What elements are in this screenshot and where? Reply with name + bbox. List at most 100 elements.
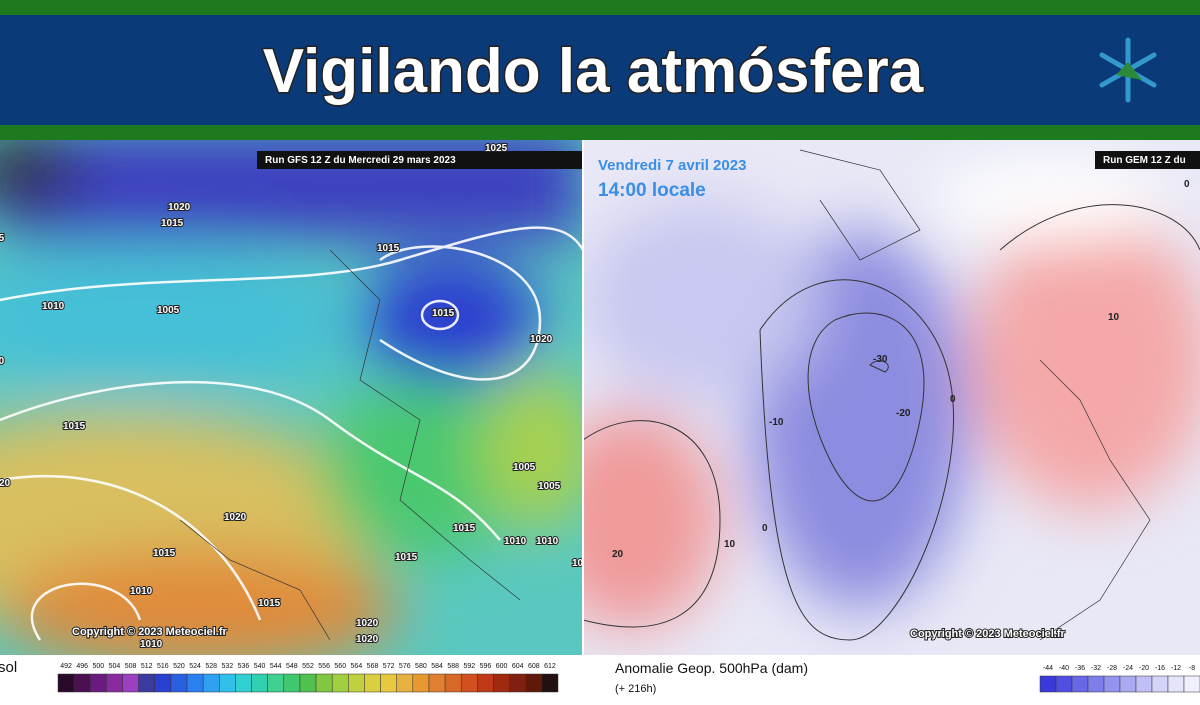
scale-label: 504 [109, 663, 121, 670]
contour-label: 1020 [224, 512, 247, 523]
contour-label: 20 [612, 549, 624, 560]
scale-label: 524 [189, 663, 201, 670]
scale-swatch [315, 673, 333, 693]
bottom-stripe [0, 125, 1200, 140]
scale-label: -36 [1075, 665, 1085, 672]
scale-swatch [460, 673, 478, 693]
legend-title: sol [0, 659, 17, 676]
scale-swatch [138, 673, 156, 693]
left-map: Run GFS 12 Z du Mercredi 29 mars 2023 Co… [0, 140, 595, 655]
scale-label: 584 [431, 663, 443, 670]
scale-swatch [235, 673, 252, 693]
scale-label: -24 [1123, 665, 1133, 672]
scale-label: -40 [1059, 665, 1069, 672]
scale-label: 516 [157, 663, 169, 670]
contour-label: 1020 [530, 334, 553, 345]
contour-label: 1010 [536, 536, 559, 547]
contour-label: 1015 [161, 218, 184, 229]
time: 14:00 locale [598, 180, 706, 201]
scale-swatch [1183, 675, 1200, 693]
scale-swatch [380, 673, 397, 693]
scale-label: -16 [1155, 665, 1165, 672]
scale-swatch [186, 673, 204, 693]
scale-label: 496 [76, 663, 88, 670]
scale-label: 492 [60, 663, 72, 670]
scale-label: -44 [1043, 665, 1053, 672]
contour-label: 1020 [168, 202, 191, 213]
scale-label: 544 [270, 663, 282, 670]
scale-swatch [412, 673, 430, 693]
contour-label: 1015 [258, 598, 281, 609]
scale-label: 572 [383, 663, 395, 670]
scale-label: -12 [1171, 665, 1181, 672]
scale-swatch [251, 673, 268, 693]
scale-swatch [396, 673, 414, 693]
contour-label: 1005 [513, 462, 536, 473]
scale-label: 520 [173, 663, 185, 670]
contour-label: 1010 [572, 558, 595, 569]
date: Vendredi 7 avril 2023 [598, 157, 746, 174]
scale-label: 568 [367, 663, 379, 670]
run-label: Run GEM 12 Z du [1103, 155, 1186, 166]
contour-label: 0 [762, 523, 768, 534]
scale-swatch [267, 673, 285, 693]
scale-swatch [1151, 675, 1169, 693]
contour-label: -30 [873, 354, 888, 365]
contour-label: 1005 [157, 305, 180, 316]
scale-label: -8 [1189, 665, 1195, 672]
scale-swatch [509, 673, 526, 693]
top-stripe [0, 0, 1200, 15]
scale-swatch [57, 673, 75, 693]
contour-label: -20 [896, 408, 911, 419]
scale-swatch [525, 673, 543, 693]
scale-swatch [444, 673, 462, 693]
contour-label: 1015 [432, 308, 455, 319]
contour-label: 1015 [395, 552, 418, 563]
scale-label: 592 [463, 663, 475, 670]
scale-label: 500 [92, 663, 104, 670]
scale-label: 576 [399, 663, 411, 670]
scale-label: -20 [1139, 665, 1149, 672]
contour-label: 1015 [63, 421, 86, 432]
scale-label: 508 [125, 663, 137, 670]
contour-label: 1005 [538, 481, 561, 492]
scale-label: 552 [302, 663, 314, 670]
contour-label: 1010 [504, 536, 527, 547]
contour-label: 1010 [42, 301, 65, 312]
contour-label: 1010 [130, 586, 153, 597]
contour-label: 1020 [356, 618, 379, 629]
scale-swatch [122, 673, 139, 693]
right-map: Run GEM 12 Z du Vendredi 7 avril 2023 14… [583, 140, 1200, 655]
scale-swatch [541, 673, 559, 693]
scale-swatch [1071, 675, 1089, 693]
scale-swatch [219, 673, 236, 693]
scale-swatch [364, 673, 381, 693]
scale-swatch [283, 673, 301, 693]
scale-label: 560 [334, 663, 346, 670]
contour-label: 0 [950, 394, 956, 405]
scale-swatch [1119, 675, 1137, 693]
scale-swatch [331, 673, 349, 693]
banner [0, 15, 1200, 125]
scale-swatch [73, 673, 91, 693]
scale-swatch [1055, 675, 1073, 693]
scale-swatch [106, 673, 123, 693]
contour-label: 1025 [0, 233, 5, 244]
copyright: Copyright © 2023 Meteociel.fr [72, 626, 228, 638]
scale-swatch [170, 673, 188, 693]
contour-label: -10 [769, 417, 784, 428]
scale-label: 580 [415, 663, 427, 670]
scale-swatch [154, 673, 172, 693]
scale-swatch [1135, 675, 1153, 693]
contour-label: 10 [1108, 312, 1120, 323]
contour-label: 0 [1184, 179, 1190, 190]
scale-swatch [1039, 675, 1057, 693]
contour-label: 1010 [140, 639, 163, 650]
scale-label: -28 [1107, 665, 1117, 672]
scale-swatch [202, 673, 220, 693]
run-label: Run GFS 12 Z du Mercredi 29 mars 2023 [265, 155, 456, 166]
scale-swatch [299, 673, 317, 693]
